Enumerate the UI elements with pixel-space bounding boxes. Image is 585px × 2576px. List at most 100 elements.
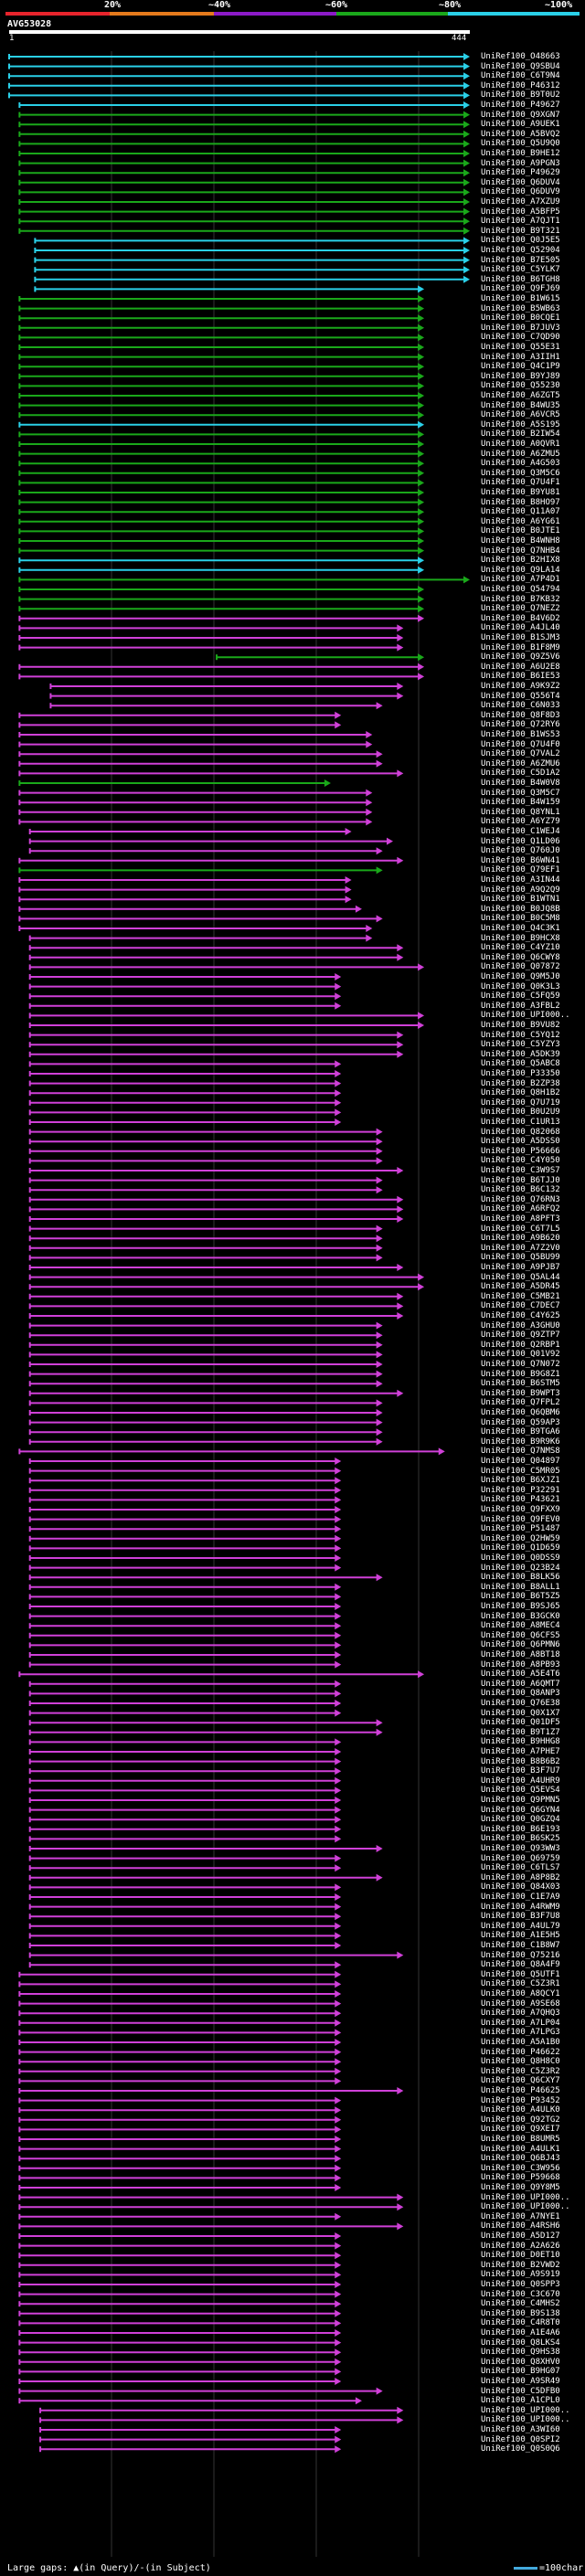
hit-accession[interactable]: UniRef100_B9WPT3 bbox=[481, 1388, 560, 1398]
hit-bar[interactable] bbox=[18, 2212, 342, 2221]
hit-accession[interactable]: UniRef100_Q2HW59 bbox=[481, 1533, 560, 1543]
hit-accession[interactable]: UniRef100_A6ZGT5 bbox=[481, 391, 560, 400]
hit-accession[interactable]: UniRef100_B7E505 bbox=[481, 255, 560, 265]
hit-accession[interactable]: UniRef100_B1WTN1 bbox=[481, 895, 560, 905]
hit-bar[interactable] bbox=[18, 2164, 342, 2172]
hit-accession[interactable]: UniRef100_Q8A4F9 bbox=[481, 1960, 560, 1970]
hit-accession[interactable]: UniRef100_A5E4T6 bbox=[481, 1670, 560, 1680]
hit-bar[interactable] bbox=[28, 1641, 342, 1649]
hit-bar[interactable] bbox=[18, 2058, 342, 2066]
hit-accession[interactable]: UniRef100_Q9XEI7 bbox=[481, 2125, 560, 2135]
hit-bar[interactable] bbox=[28, 1370, 383, 1378]
hit-accession[interactable]: UniRef100_C6N033 bbox=[481, 701, 560, 711]
hit-accession[interactable]: UniRef100_C5FQ59 bbox=[481, 991, 560, 1002]
hit-bar[interactable] bbox=[28, 1244, 383, 1252]
hit-bar[interactable] bbox=[28, 1854, 342, 1862]
hit-accession[interactable]: UniRef100_Q6BJ43 bbox=[481, 2154, 560, 2164]
hit-accession[interactable]: UniRef100_Q6CFS5 bbox=[481, 1630, 560, 1640]
hit-accession[interactable]: UniRef100_B9HHG8 bbox=[481, 1737, 560, 1747]
hit-bar[interactable] bbox=[28, 963, 425, 971]
hit-bar[interactable] bbox=[28, 1302, 404, 1310]
hit-bar[interactable] bbox=[18, 2300, 342, 2308]
hit-accession[interactable]: UniRef100_B4V6D2 bbox=[481, 613, 560, 623]
hit-accession[interactable]: UniRef100_B6IE53 bbox=[481, 672, 560, 682]
hit-accession[interactable]: UniRef100_Q6CXY7 bbox=[481, 2076, 560, 2086]
hit-bar[interactable] bbox=[28, 1108, 342, 1117]
hit-bar[interactable] bbox=[18, 217, 470, 226]
hit-accession[interactable]: UniRef100_Q0X1X7 bbox=[481, 1708, 560, 1718]
hit-accession[interactable]: UniRef100_Q8LKS4 bbox=[481, 2337, 560, 2348]
hit-accession[interactable]: UniRef100_UPI000.. bbox=[481, 2405, 570, 2415]
hit-bar[interactable] bbox=[18, 624, 404, 632]
hit-accession[interactable]: UniRef100_Q79EF1 bbox=[481, 865, 560, 875]
hit-accession[interactable]: UniRef100_O48663 bbox=[481, 52, 560, 61]
hit-bar[interactable] bbox=[28, 1806, 342, 1814]
hit-accession[interactable]: UniRef100_B8ALL1 bbox=[481, 1582, 560, 1592]
hit-bar[interactable] bbox=[18, 2203, 404, 2211]
hit-accession[interactable]: UniRef100_Q7VAL2 bbox=[481, 749, 560, 759]
hit-bar[interactable] bbox=[18, 711, 342, 719]
hit-accession[interactable]: UniRef100_B1F8M9 bbox=[481, 642, 560, 652]
hit-accession[interactable]: UniRef100_Q76RN3 bbox=[481, 1194, 560, 1204]
hit-accession[interactable]: UniRef100_A8QCY1 bbox=[481, 1989, 560, 1998]
hit-bar[interactable] bbox=[28, 1118, 342, 1126]
hit-bar[interactable] bbox=[18, 527, 425, 535]
hit-bar[interactable] bbox=[28, 1515, 342, 1523]
hit-bar[interactable] bbox=[18, 1980, 342, 1988]
hit-bar[interactable] bbox=[18, 2329, 342, 2337]
hit-accession[interactable]: UniRef100_Q1D659 bbox=[481, 1543, 560, 1553]
hit-bar[interactable] bbox=[18, 2242, 342, 2250]
hit-bar[interactable] bbox=[28, 1012, 425, 1020]
hit-bar[interactable] bbox=[18, 508, 425, 516]
hit-accession[interactable]: UniRef100_C5MR05 bbox=[481, 1466, 560, 1476]
hit-bar[interactable] bbox=[28, 1060, 342, 1068]
hit-bar[interactable] bbox=[18, 576, 470, 584]
hit-accession[interactable]: UniRef100_Q7NHB4 bbox=[481, 546, 560, 556]
hit-accession[interactable]: UniRef100_Q3M5C7 bbox=[481, 788, 560, 798]
hit-bar[interactable] bbox=[18, 925, 373, 932]
hit-accession[interactable]: UniRef100_Q6QBM6 bbox=[481, 1408, 560, 1417]
hit-accession[interactable]: UniRef100_A4RSH6 bbox=[481, 2221, 560, 2231]
hit-accession[interactable]: UniRef100_A7P4D1 bbox=[481, 575, 560, 585]
hit-bar[interactable] bbox=[18, 2290, 342, 2298]
hit-accession[interactable]: UniRef100_Q23B24 bbox=[481, 1563, 560, 1573]
hit-bar[interactable] bbox=[18, 2136, 342, 2143]
hit-bar[interactable] bbox=[18, 150, 470, 157]
hit-bar[interactable] bbox=[28, 1797, 342, 1804]
hit-accession[interactable]: UniRef100_C1UR13 bbox=[481, 1118, 560, 1127]
hit-bar[interactable] bbox=[28, 1477, 342, 1485]
hit-bar[interactable] bbox=[18, 2348, 342, 2357]
hit-bar[interactable] bbox=[28, 1002, 342, 1010]
hit-accession[interactable]: UniRef100_C4Y625 bbox=[481, 1311, 560, 1320]
hit-accession[interactable]: UniRef100_A5BVQ2 bbox=[481, 129, 560, 139]
hit-accession[interactable]: UniRef100_Q0J5E5 bbox=[481, 236, 560, 246]
hit-accession[interactable]: UniRef100_A5DK39 bbox=[481, 1049, 560, 1059]
hit-bar[interactable] bbox=[18, 2019, 342, 2027]
hit-bar[interactable] bbox=[28, 1893, 342, 1901]
hit-accession[interactable]: UniRef100_A3GHU0 bbox=[481, 1320, 560, 1330]
hit-bar[interactable] bbox=[18, 344, 425, 351]
hit-bar[interactable] bbox=[28, 1767, 342, 1776]
hit-accession[interactable]: UniRef100_C5YZY3 bbox=[481, 1040, 560, 1050]
hit-accession[interactable]: UniRef100_B0CQE1 bbox=[481, 313, 560, 323]
hit-bar[interactable] bbox=[18, 1670, 425, 1679]
hit-bar[interactable] bbox=[18, 673, 425, 681]
hit-bar[interactable] bbox=[18, 2338, 342, 2347]
hit-accession[interactable]: UniRef100_P93452 bbox=[481, 2095, 560, 2105]
hit-accession[interactable]: UniRef100_B6TJJ0 bbox=[481, 1175, 560, 1185]
hit-accession[interactable]: UniRef100_A9PGN3 bbox=[481, 158, 560, 168]
hit-accession[interactable]: UniRef100_C6T9N4 bbox=[481, 71, 560, 81]
hit-accession[interactable]: UniRef100_B8UMR5 bbox=[481, 2135, 560, 2144]
hit-accession[interactable]: UniRef100_B4WNH8 bbox=[481, 536, 560, 546]
hit-accession[interactable]: UniRef100_Q8H8C0 bbox=[481, 2057, 560, 2067]
hit-accession[interactable]: UniRef100_B9HG07 bbox=[481, 2367, 560, 2377]
hit-accession[interactable]: UniRef100_C7DEC7 bbox=[481, 1301, 560, 1311]
hit-bar[interactable] bbox=[28, 1748, 342, 1755]
hit-bar[interactable] bbox=[28, 1873, 383, 1882]
hit-bar[interactable] bbox=[34, 275, 470, 283]
hit-bar[interactable] bbox=[28, 1186, 383, 1194]
hit-accession[interactable]: UniRef100_A6ZMU5 bbox=[481, 449, 560, 459]
hit-bar[interactable] bbox=[18, 537, 425, 545]
hit-accession[interactable]: UniRef100_B3GCK0 bbox=[481, 1611, 560, 1621]
hit-accession[interactable]: UniRef100_A4JL40 bbox=[481, 623, 560, 633]
